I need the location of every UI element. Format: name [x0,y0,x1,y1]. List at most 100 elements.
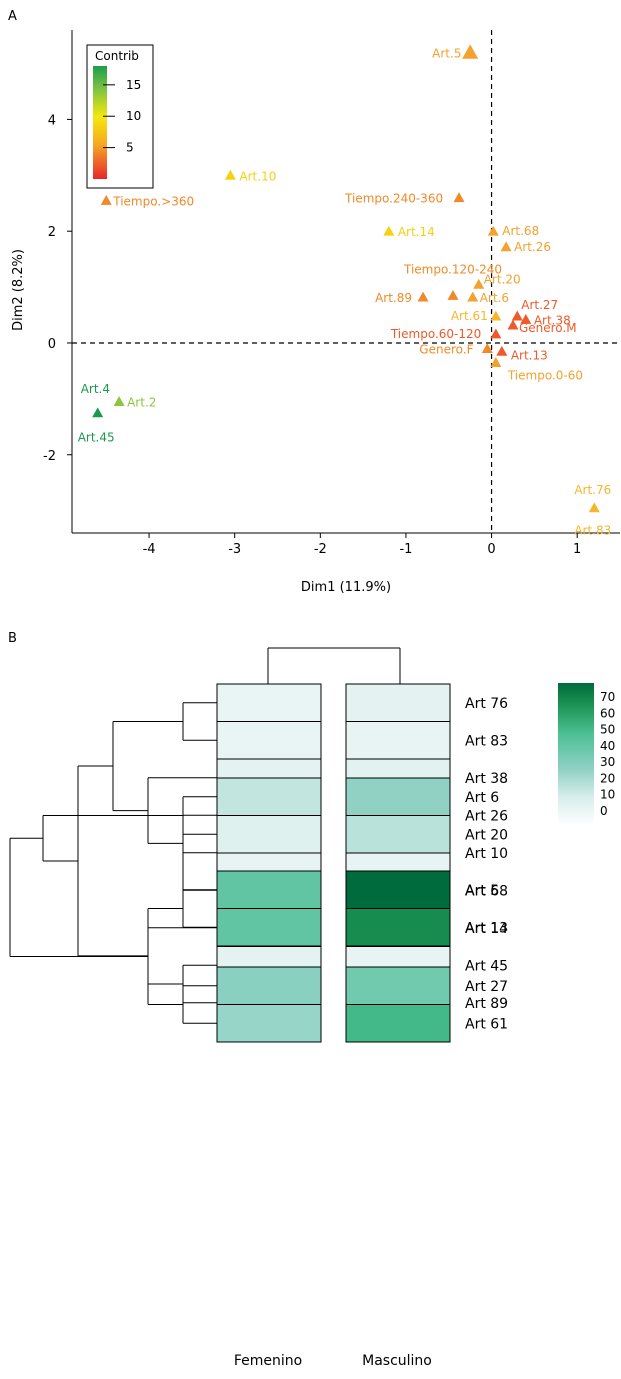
point-label: Tiempo.>360 [112,194,194,208]
row-label: Art 89 [465,996,508,1012]
point-label: Art.68 [502,224,539,238]
point-label: Art.13 [511,348,548,362]
point-marker [496,345,508,356]
point-marker [490,357,502,367]
point-label: Art.89 [375,291,412,305]
x-tick-label: 1 [573,542,581,557]
point-label: Art.38 [534,314,571,328]
row-label: Art 27 [465,979,508,995]
y-tick-label: 4 [48,113,56,128]
colorbar-tick-label: 10 [600,788,615,802]
point-label: Tiempo.60-120 [390,327,481,341]
colorbar-tick-label: 0 [600,804,608,818]
heatmap-cell [216,777,322,816]
point-marker [473,278,485,289]
row-label: Art 5 [465,883,499,899]
heatmap-cell [216,870,322,909]
colorbar-gradient [558,683,594,826]
point-marker [383,225,395,236]
point-marker [490,328,502,339]
point-marker [588,502,600,513]
row-label: Art 83 [465,733,508,749]
point-label: Tiempo.0-60 [507,369,583,383]
point-marker [520,314,532,324]
point-label: Art.26 [514,240,551,254]
point-label: Art.5 [432,46,461,60]
row-label: Art 45 [465,958,508,974]
colorbar-tick-label: 40 [600,739,615,753]
x-tick-label: -4 [143,542,156,557]
heatmap-cell [216,966,322,1005]
heatmap-cell [216,1004,322,1043]
point-marker [481,343,493,353]
point-label: Tiempo.120-240 [403,262,502,276]
legend-gradient [93,66,107,179]
colorbar-tick-label: 70 [600,690,615,704]
point-marker [511,310,523,321]
point-label: Art.6 [480,291,509,305]
point-label: Art.4 [81,382,110,396]
column-label-masculino: Masculino [362,1353,432,1369]
colorbar-tick-label: 60 [600,706,615,720]
point-label: Art.45 [78,431,115,445]
legend-title: Contrib [95,49,139,63]
contrib-legend: Contrib 15 10 5 [86,44,154,189]
point-label: Tiempo.240-360 [344,192,443,206]
row-label: Art 38 [465,771,508,787]
point-label: Art.27 [521,298,558,312]
y-axis-label: Dim2 (8.2%) [11,249,26,331]
point-marker [92,407,104,418]
row-label: Art 68 [465,883,508,899]
legend-tick-label: 5 [126,141,134,155]
point-marker [487,225,499,236]
row-label: Art 61 [465,1016,508,1032]
x-tick-label: -1 [399,542,412,557]
panel-a-label: A [8,9,17,24]
colorbar-tick-label: 50 [600,723,615,737]
heatmap-cell [345,777,451,816]
x-tick-label: -2 [314,542,327,557]
heatmap-cell [345,966,451,1005]
point-label: Art.10 [239,169,276,183]
heatmap-cell [345,1004,451,1043]
legend-ticks: 15 10 5 [103,78,141,155]
heatmap-cell [216,908,322,947]
point-label: Art.83 [574,524,611,538]
colorbar-tick-label: 20 [600,771,615,785]
row-label: Art 13 [465,920,508,936]
heatmap-cell [345,870,451,909]
point-marker [453,192,465,203]
point-marker [100,194,112,205]
point-label: Art.20 [484,272,521,286]
x-tick-label: -3 [228,542,241,557]
dendrogram [9,647,401,1024]
heatmap-cell [345,815,451,854]
point-marker [490,310,502,321]
point-marker [447,289,459,300]
y-tick-label: 0 [48,337,56,352]
heatmap-cell [345,683,451,722]
point-marker [113,396,125,407]
point-label: Art.76 [574,483,611,497]
y-tick-label: -2 [43,449,56,464]
heatmap-colorbar: 70 60 50 40 30 20 10 0 [558,683,615,826]
x-tick-label: 0 [487,542,495,557]
legend-tick-label: 15 [126,78,141,92]
row-label: Art 10 [465,846,508,862]
point-marker [462,44,479,59]
heatmap-cell [345,908,451,947]
point-marker [417,291,429,302]
heatmap-cell [345,721,451,760]
row-label: Art 20 [465,827,508,843]
y-tick-label: 2 [48,225,56,240]
panel-b-label: B [8,631,17,646]
row-label: Art 6 [465,790,499,806]
row-label: Art 76 [465,696,508,712]
heatmap-cell [216,683,322,722]
colorbar-tick-label: 30 [600,755,615,769]
column-label-femenino: Femenino [234,1353,302,1369]
x-axis-label: Dim1 (11.9%) [301,580,391,595]
